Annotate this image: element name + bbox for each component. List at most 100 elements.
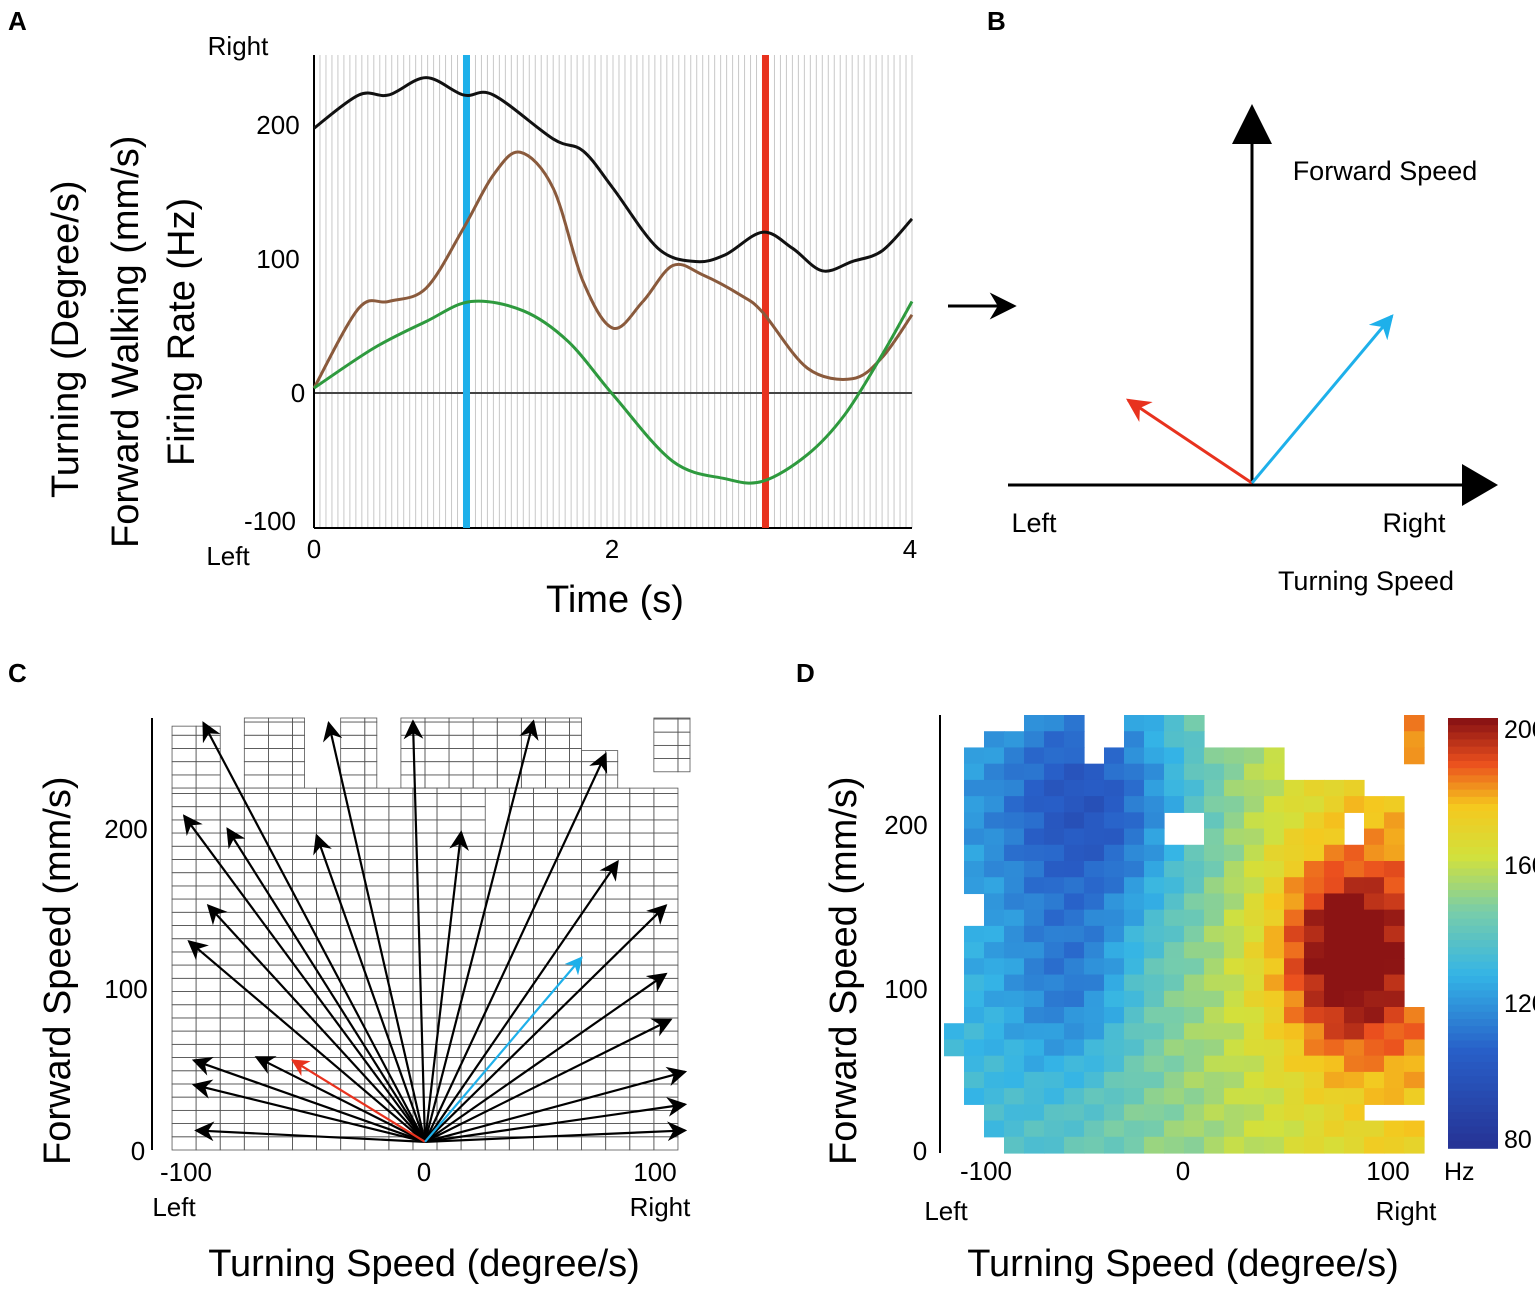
c-grid-cell xyxy=(496,721,522,736)
c-grid-cell xyxy=(412,885,438,900)
d-heatmap-cell xyxy=(984,812,1005,830)
c-arrow-19 xyxy=(424,1097,688,1143)
c-arrow-16 xyxy=(254,1056,426,1143)
d-heatmap-cell xyxy=(964,796,985,813)
d-colorbar-band xyxy=(1448,854,1498,863)
d-heatmap-cell xyxy=(1004,844,1025,862)
d-heatmap-cell xyxy=(1084,958,1105,976)
c-grid-cell xyxy=(605,845,631,860)
panel-a-chart: 200 100 0 -100 Right Left 0 2 4 Time (s)… xyxy=(45,31,917,621)
d-heatmap-cell xyxy=(1184,731,1205,749)
d-colorbar-band xyxy=(1448,796,1498,805)
d-heatmap-cell xyxy=(1044,974,1065,992)
d-heatmap-cell xyxy=(1344,779,1365,797)
c-grid-cell xyxy=(195,806,221,821)
d-heatmap-cell xyxy=(1084,893,1105,911)
d-heatmap-cell xyxy=(1204,1007,1225,1024)
c-grid-cell xyxy=(195,1070,221,1085)
c-grid-cell xyxy=(171,1096,197,1111)
c-grid-cell xyxy=(171,1004,197,1019)
c-grid-cell xyxy=(171,898,197,913)
c-grid-cell xyxy=(195,1004,221,1019)
d-heatmap-cell xyxy=(1124,1055,1145,1073)
d-heatmap-cell xyxy=(1184,1023,1205,1041)
c-grid-cell xyxy=(508,898,534,913)
d-heatmap-cell xyxy=(1204,990,1225,1008)
d-heatmap-cell xyxy=(1144,1023,1165,1041)
d-heatmap-cell xyxy=(1024,812,1045,830)
c-grid-cell xyxy=(581,991,607,1006)
d-heatmap-cell xyxy=(1064,974,1085,992)
d-colorbar-band xyxy=(1448,1062,1498,1070)
d-heatmap-cell xyxy=(1364,958,1385,976)
d-heatmap-cell xyxy=(984,828,1005,846)
d-heatmap-cell xyxy=(1124,1023,1145,1041)
d-heatmap-cell xyxy=(1104,844,1125,862)
c-grid-cell xyxy=(316,898,342,913)
d-heatmap-cell xyxy=(1364,1007,1385,1024)
c-grid-cell xyxy=(340,898,366,913)
c-grid-cell xyxy=(508,819,534,834)
c-grid-cell xyxy=(484,832,510,847)
d-heatmap-cell xyxy=(1004,779,1025,797)
d-heatmap-cell xyxy=(1224,1120,1245,1138)
d-heatmap-cell xyxy=(1324,990,1345,1008)
c-grid-cell xyxy=(508,1004,534,1019)
c-grid-cell xyxy=(268,832,293,847)
c-grid-cell xyxy=(292,734,305,749)
d-heatmap-cell xyxy=(1124,1039,1145,1057)
c-grid-cell xyxy=(484,911,510,926)
c-grid-cell xyxy=(243,1136,269,1151)
d-heatmap-cell xyxy=(1304,1104,1325,1122)
c-grid-cell xyxy=(195,1136,221,1151)
d-heatmap-cell xyxy=(1044,861,1065,878)
c-grid-cell xyxy=(292,845,317,860)
d-heatmap-cell xyxy=(1024,877,1045,895)
d-heatmap-cell xyxy=(1264,1055,1285,1073)
panel-letter-a: A xyxy=(8,6,27,36)
d-heatmap-cell xyxy=(1344,1120,1365,1138)
c-grid-cell xyxy=(388,898,414,913)
d-heatmap-cell xyxy=(1004,1039,1025,1057)
d-heatmap-cell xyxy=(1104,877,1125,895)
c-grid-cell xyxy=(243,734,269,749)
d-heatmap-cell xyxy=(1044,844,1065,862)
d-heatmap-cell xyxy=(1124,1120,1145,1138)
d-heatmap-cell xyxy=(1144,1088,1165,1105)
d-heatmap-cell xyxy=(1204,1023,1225,1041)
c-grid-cell xyxy=(653,845,679,860)
d-heatmap-cell xyxy=(1104,812,1125,830)
d-colorbar-band xyxy=(1448,961,1498,970)
d-heatmap-cell xyxy=(1264,763,1285,781)
c-grid-cell xyxy=(340,1083,366,1098)
d-heatmap-cell xyxy=(1124,974,1145,992)
c-grid-cell xyxy=(653,793,679,808)
d-heatmap-cell xyxy=(1344,942,1365,959)
c-grid-cell xyxy=(292,717,305,723)
c-grid-cell xyxy=(195,1030,221,1045)
d-heatmap-cell xyxy=(1324,958,1345,976)
c-xtick-100: 100 xyxy=(633,1157,676,1187)
d-heatmap-cell xyxy=(1344,861,1365,878)
d-heatmap-cell xyxy=(1184,1055,1205,1073)
d-heatmap-cell xyxy=(1204,958,1225,976)
c-grid-cell xyxy=(171,1057,197,1072)
d-heatmap-cell xyxy=(1004,942,1025,959)
d-heatmap-cell xyxy=(1304,1088,1325,1105)
c-grid-cell xyxy=(292,1136,317,1151)
d-heatmap-cell xyxy=(1064,893,1085,911)
d-heatmap-cell xyxy=(1164,893,1185,911)
c-grid-cell xyxy=(412,1030,438,1045)
c-grid-cell xyxy=(581,859,607,874)
c-grid-cell xyxy=(412,1004,438,1019)
d-heatmap-cell xyxy=(1324,925,1345,943)
c-grid-cell xyxy=(569,748,582,763)
c-grid-cell xyxy=(268,819,293,834)
c-grid-cell xyxy=(412,1043,438,1058)
d-heatmap-cell xyxy=(1144,909,1165,927)
d-xtick-neg100: -100 xyxy=(960,1156,1012,1186)
d-heatmap-cell xyxy=(1284,844,1305,862)
c-grid-cell xyxy=(340,761,366,776)
d-heatmap-cell xyxy=(1264,974,1285,992)
d-heatmap-cell xyxy=(1304,877,1325,895)
